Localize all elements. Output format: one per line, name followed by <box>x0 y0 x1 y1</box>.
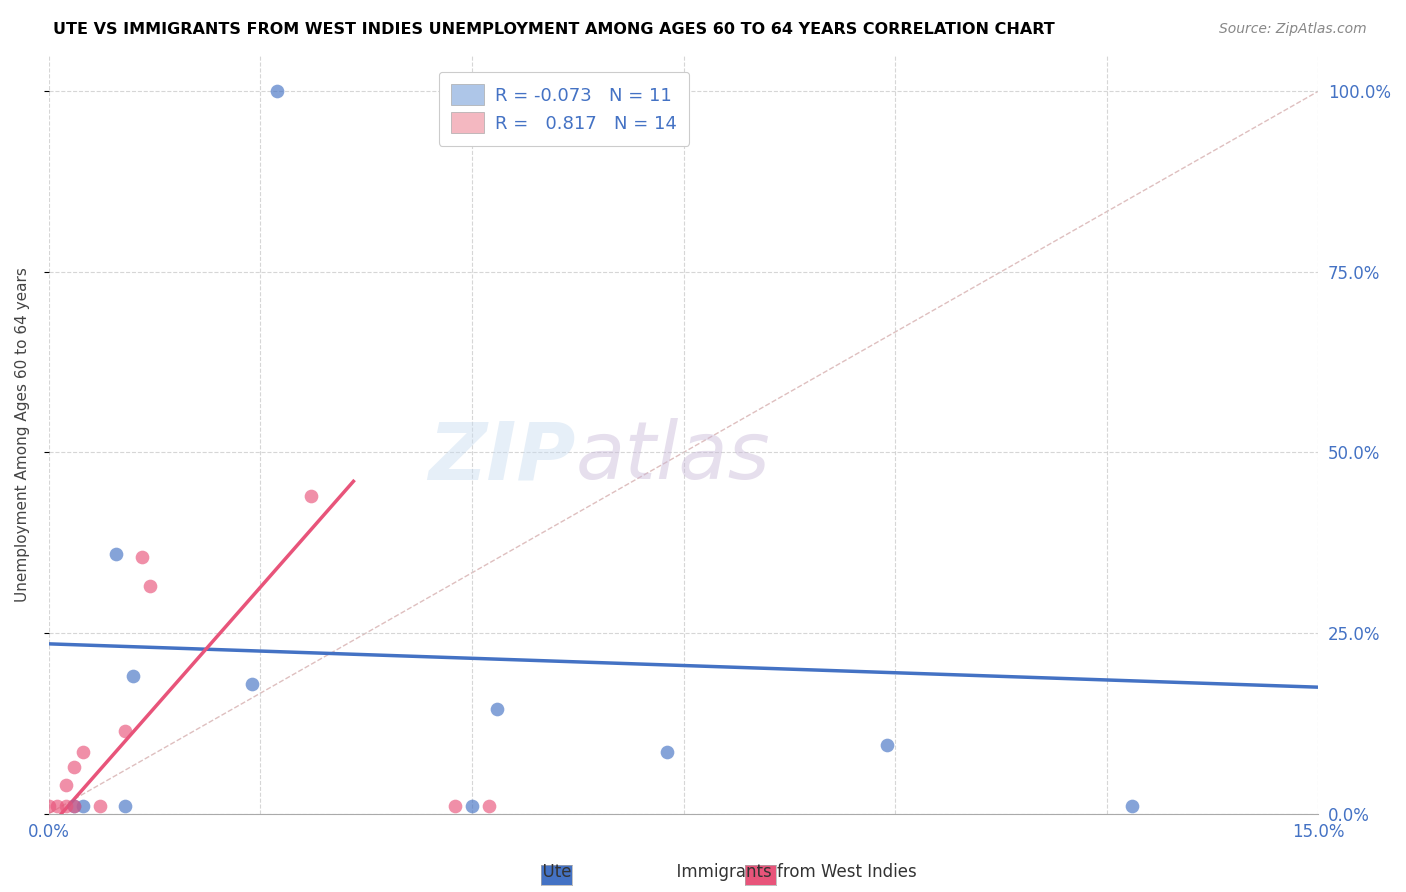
Text: atlas: atlas <box>575 418 770 496</box>
Text: ZIP: ZIP <box>429 418 575 496</box>
Point <box>299 489 322 503</box>
Point <box>46 799 69 814</box>
Text: UTE VS IMMIGRANTS FROM WEST INDIES UNEMPLOYMENT AMONG AGES 60 TO 64 YEARS CORREL: UTE VS IMMIGRANTS FROM WEST INDIES UNEMP… <box>53 22 1054 37</box>
Point <box>114 799 136 814</box>
Point <box>444 799 467 814</box>
Point <box>114 723 136 738</box>
Point <box>266 84 288 98</box>
Point <box>655 745 678 759</box>
Point <box>63 759 86 773</box>
Point <box>478 799 501 814</box>
Point <box>72 799 94 814</box>
Point <box>63 799 86 814</box>
Point <box>876 738 898 752</box>
Point <box>486 702 509 716</box>
Point <box>1121 799 1143 814</box>
Point <box>72 745 94 759</box>
Point <box>461 799 484 814</box>
Point <box>240 676 263 690</box>
Point <box>89 799 111 814</box>
Text: Source: ZipAtlas.com: Source: ZipAtlas.com <box>1219 22 1367 37</box>
Point <box>55 799 77 814</box>
Point <box>55 778 77 792</box>
Legend: R = -0.073   N = 11, R =   0.817   N = 14: R = -0.073 N = 11, R = 0.817 N = 14 <box>439 71 689 146</box>
Y-axis label: Unemployment Among Ages 60 to 64 years: Unemployment Among Ages 60 to 64 years <box>15 267 30 602</box>
Point <box>63 799 86 814</box>
Point <box>105 547 128 561</box>
Point <box>139 579 162 593</box>
Text: Ute                    Immigrants from West Indies: Ute Immigrants from West Indies <box>489 863 917 881</box>
Point <box>131 550 153 565</box>
Point <box>122 669 145 683</box>
Point <box>38 799 60 814</box>
